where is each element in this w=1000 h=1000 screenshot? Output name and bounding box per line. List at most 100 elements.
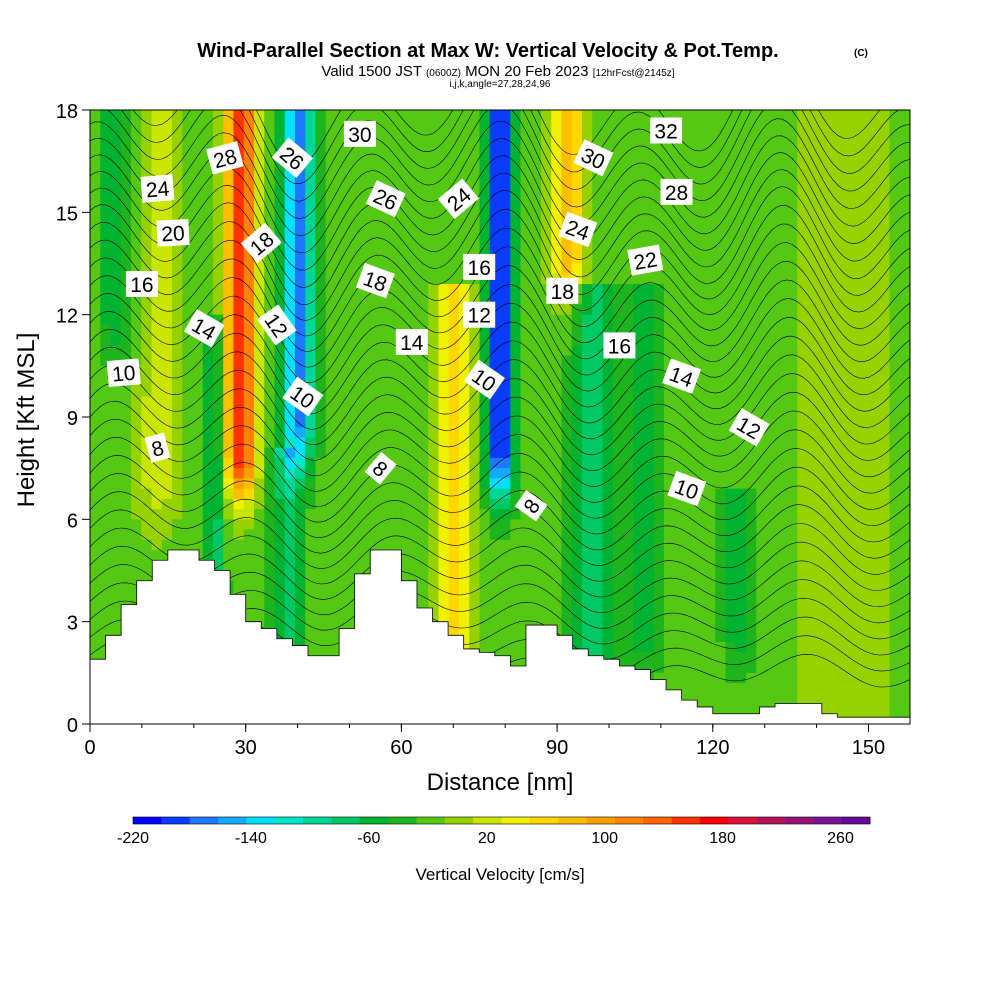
field-cell	[551, 335, 563, 346]
field-cell	[110, 335, 122, 346]
field-cell	[592, 631, 604, 643]
field-cell	[489, 222, 501, 234]
field-cell	[541, 130, 552, 142]
field-cell	[551, 314, 563, 326]
field-cell	[305, 324, 317, 336]
field-cell	[684, 550, 696, 561]
field-cell	[90, 181, 101, 193]
field-cell	[305, 304, 317, 316]
field-cell	[694, 110, 706, 121]
field-cell	[684, 693, 696, 705]
field-cell	[397, 181, 409, 193]
field-cell	[787, 283, 798, 295]
field-cell	[612, 294, 624, 306]
field-cell	[869, 263, 880, 275]
field-cell	[120, 437, 132, 449]
field-cell	[582, 120, 593, 132]
field-cell	[787, 171, 798, 183]
colorbar-swatch	[133, 817, 162, 824]
field-cell	[418, 468, 429, 479]
field-cell	[243, 314, 255, 326]
field-cell	[254, 406, 265, 418]
field-cell	[889, 498, 901, 510]
field-cell	[469, 130, 481, 142]
field-cell	[428, 120, 440, 132]
field-cell	[858, 212, 870, 224]
field-cell	[838, 642, 850, 653]
field-cell	[602, 529, 614, 541]
field-cell	[274, 488, 286, 500]
field-cell	[500, 498, 511, 510]
field-cell	[807, 683, 819, 694]
field-cell	[233, 232, 245, 244]
field-cell	[674, 509, 686, 520]
field-cell	[705, 662, 716, 674]
field-cell	[510, 273, 522, 285]
field-cell	[448, 243, 460, 254]
field-cell	[213, 427, 224, 439]
field-cell	[735, 631, 747, 643]
field-cell	[899, 590, 910, 602]
field-cell	[264, 191, 276, 203]
field-cell	[500, 243, 511, 254]
field-cell	[397, 386, 409, 398]
field-cell	[213, 437, 224, 449]
field-cell	[817, 693, 829, 705]
field-cell	[879, 263, 891, 275]
field-cell	[592, 243, 604, 254]
field-cell	[151, 457, 163, 469]
field-cell	[643, 273, 655, 285]
field-cell	[664, 519, 675, 531]
field-cell	[797, 417, 809, 428]
field-cell	[469, 550, 481, 561]
field-cell	[100, 621, 112, 633]
field-cell	[705, 642, 716, 653]
field-cell	[879, 140, 891, 152]
field-cell	[592, 488, 604, 500]
field-cell	[889, 427, 901, 439]
field-cell	[582, 386, 593, 398]
field-cell	[366, 447, 378, 459]
field-cell	[592, 376, 604, 387]
field-cell	[715, 161, 727, 172]
field-cell	[315, 396, 327, 408]
field-cell	[592, 212, 604, 224]
field-cell	[469, 335, 481, 346]
field-cell	[192, 232, 204, 244]
field-cell	[274, 550, 286, 561]
field-cell	[828, 590, 839, 602]
field-cell	[131, 539, 142, 551]
field-cell	[192, 202, 204, 213]
field-cell	[643, 110, 655, 121]
field-cell	[592, 478, 604, 490]
field-cell	[879, 161, 891, 172]
field-cell	[520, 232, 532, 244]
field-cell	[151, 140, 163, 152]
field-cell	[264, 498, 276, 510]
field-cell	[551, 171, 563, 183]
field-cell	[889, 703, 901, 715]
field-cell	[694, 498, 706, 510]
field-cell	[776, 345, 788, 357]
field-cell	[684, 110, 696, 121]
field-cell	[284, 335, 296, 346]
field-cell	[407, 191, 419, 203]
field-cell	[848, 150, 860, 162]
field-cell	[694, 243, 706, 254]
field-cell	[377, 140, 388, 152]
field-cell	[305, 202, 317, 213]
field-cell	[90, 243, 101, 254]
field-cell	[325, 621, 337, 633]
field-cell	[746, 468, 757, 479]
field-cell	[100, 498, 112, 510]
field-cell	[766, 621, 778, 633]
field-cell	[510, 457, 522, 469]
field-cell	[787, 427, 798, 439]
field-cell	[100, 550, 112, 561]
field-cell	[489, 120, 501, 132]
field-cell	[284, 539, 296, 551]
field-cell	[858, 519, 870, 531]
grid-params: i,j,k,angle=27,28,24,96	[450, 79, 551, 90]
field-cell	[787, 437, 798, 449]
